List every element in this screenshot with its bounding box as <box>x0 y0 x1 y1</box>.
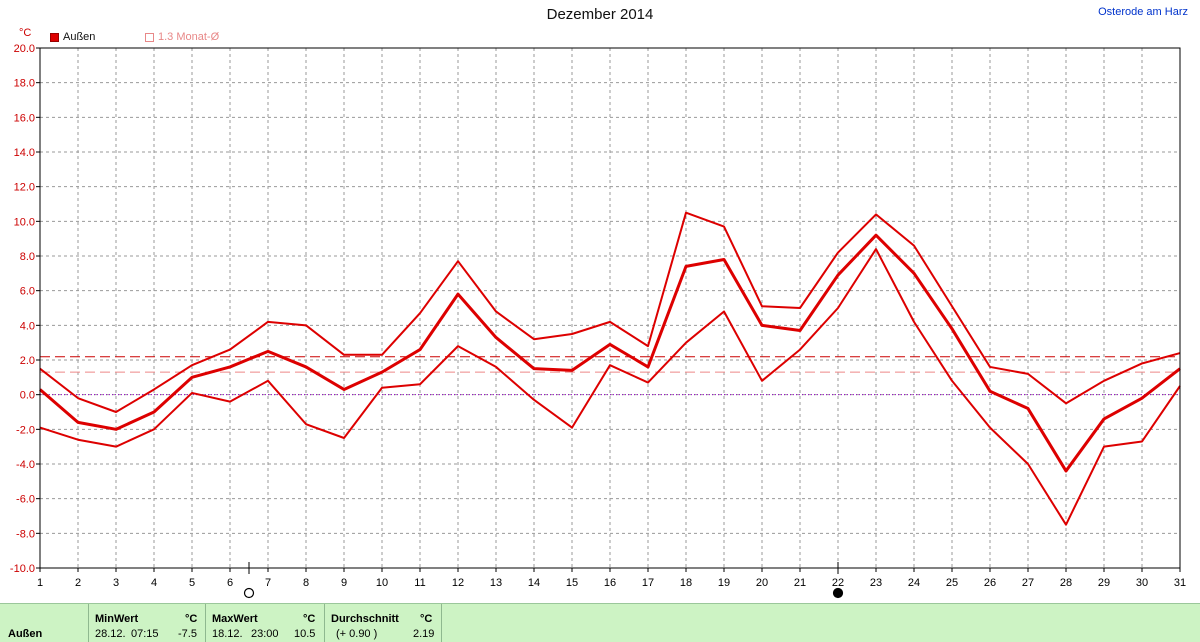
x-tick-label: 23 <box>870 577 882 589</box>
stats-avg-unit: °C <box>420 613 433 625</box>
x-tick-label: 25 <box>946 577 958 589</box>
x-tick-label: 4 <box>151 577 157 589</box>
x-tick-label: 10 <box>376 577 388 589</box>
x-tick-label: 14 <box>528 577 540 589</box>
stats-panel: Außen MinWert °C 28.12. 07:15 -7.5 MaxWe… <box>0 603 1200 642</box>
y-tick-label: 2.0 <box>20 355 35 367</box>
x-tick-label: 26 <box>984 577 996 589</box>
y-tick-label: -10.0 <box>10 563 35 575</box>
stats-max-unit: °C <box>303 613 316 625</box>
y-tick-label: 8.0 <box>20 251 35 263</box>
y-tick-label: 12.0 <box>14 182 35 194</box>
x-tick-label: 28 <box>1060 577 1072 589</box>
y-tick-label: 14.0 <box>14 147 35 159</box>
x-tick-label: 30 <box>1136 577 1148 589</box>
x-tick-label: 21 <box>794 577 806 589</box>
location-label: Osterode am Harz <box>1098 6 1188 18</box>
y-tick-label: 20.0 <box>14 43 35 55</box>
stats-divider <box>441 604 442 642</box>
stats-min-date: 28.12. <box>95 628 126 640</box>
y-tick-label: -2.0 <box>16 424 35 436</box>
stats-row-label: Außen <box>8 628 43 640</box>
x-tick-label: 31 <box>1174 577 1186 589</box>
x-tick-label: 24 <box>908 577 920 589</box>
y-tick-label: 0.0 <box>20 390 35 402</box>
x-tick-label: 29 <box>1098 577 1110 589</box>
x-tick-label: 20 <box>756 577 768 589</box>
x-tick-label: 19 <box>718 577 730 589</box>
x-tick-label: 13 <box>490 577 502 589</box>
new-moon-icon <box>832 587 844 599</box>
legend-label-monthly-average: 1.3 Monat-Ø <box>158 31 220 43</box>
x-tick-label: 9 <box>341 577 347 589</box>
x-tick-label: 3 <box>113 577 119 589</box>
stats-min-header: MinWert <box>95 613 139 625</box>
x-tick-label: 2 <box>75 577 81 589</box>
chart-title: Dezember 2014 <box>546 6 654 23</box>
y-tick-label: -8.0 <box>16 528 35 540</box>
stats-max-time: 23:00 <box>251 628 279 640</box>
stats-divider <box>205 604 206 642</box>
stats-avg-diff: (+ 0.90 ) <box>336 628 378 640</box>
x-tick-label: 15 <box>566 577 578 589</box>
stats-min-time: 07:15 <box>131 628 159 640</box>
x-tick-label: 8 <box>303 577 309 589</box>
stats-min-value: -7.5 <box>178 628 197 640</box>
y-tick-label: 18.0 <box>14 78 35 90</box>
y-tick-label: 16.0 <box>14 112 35 124</box>
legend-item-aussen: Außen <box>50 31 95 43</box>
stats-min-unit: °C <box>185 613 198 625</box>
x-tick-label: 22 <box>832 577 844 589</box>
y-tick-label: -4.0 <box>16 459 35 471</box>
x-tick-label: 12 <box>452 577 464 589</box>
temperature-chart: -10.0 -8.0 -6.0 -4.0 -2.0 0.0 2.0 4.0 6.0 8.0 10.0… <box>10 43 1186 599</box>
legend-swatch-monthly-average <box>145 32 154 42</box>
series-line-mean <box>39 233 1181 473</box>
stats-avg-header: Durchschnitt <box>331 613 399 625</box>
stats-max-date: 18.12. <box>212 628 243 640</box>
stats-avg-value: 2.19 <box>413 628 435 640</box>
x-tick-label: 11 <box>414 577 425 589</box>
legend-label-aussen: Außen <box>63 31 96 43</box>
x-tick-label: 7 <box>265 577 271 589</box>
legend-swatch-aussen <box>50 32 59 42</box>
full-moon-icon <box>243 587 255 599</box>
y-tick-label: 10.0 <box>14 216 35 228</box>
stats-divider <box>88 604 89 642</box>
series-line-min <box>39 248 1181 526</box>
x-tick-label: 5 <box>189 577 195 589</box>
stats-divider <box>324 604 325 642</box>
series-line-max <box>39 211 1181 413</box>
stats-max-value: 10.5 <box>294 628 316 640</box>
y-axis-unit: °C <box>19 27 32 39</box>
x-tick-label: 17 <box>642 577 654 589</box>
y-tick-label: -6.0 <box>16 494 35 506</box>
y-tick-label: 4.0 <box>20 320 35 332</box>
legend-item-monthly-average: 1.3 Monat-Ø <box>145 31 219 43</box>
x-tick-label: 18 <box>680 577 692 589</box>
stats-max-header: MaxWert <box>212 613 258 625</box>
x-tick-label: 1 <box>37 577 43 589</box>
x-tick-label: 16 <box>604 577 616 589</box>
x-tick-label: 27 <box>1022 577 1034 589</box>
x-tick-label: 6 <box>227 577 233 589</box>
y-tick-label: 6.0 <box>20 286 35 298</box>
